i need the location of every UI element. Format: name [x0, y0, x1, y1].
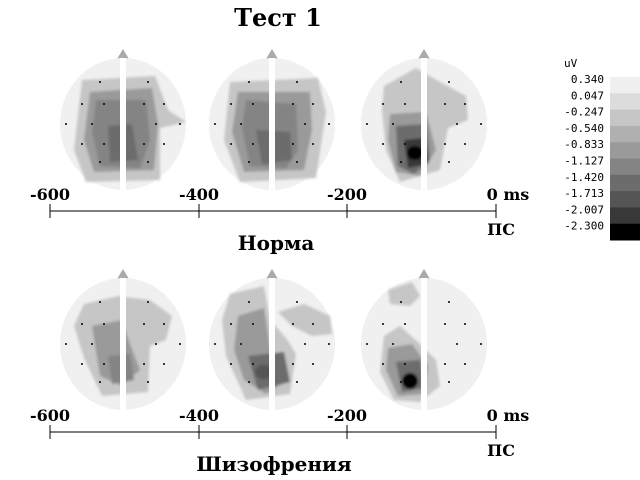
- colorbar-swatch: [610, 158, 640, 176]
- nose-marker-icon: [117, 269, 129, 279]
- panel-label-schizophrenia: Шизофрения: [196, 452, 352, 476]
- colorbar-level-label: -1.420: [564, 171, 604, 184]
- tick-label: -200: [327, 406, 367, 425]
- figure-title: Тест 1: [234, 3, 322, 32]
- colorbar-level-label: 0.340: [571, 73, 604, 86]
- panel-norm: -600 -400 -200 0 ms ПС Норма: [30, 49, 529, 255]
- head-map-schizo-2: [209, 269, 335, 413]
- tick-label: 0 ms: [487, 185, 530, 204]
- tick-label: -600: [30, 406, 70, 425]
- colorbar-swatch: [610, 93, 640, 111]
- nose-marker-icon: [117, 49, 129, 59]
- stimulus-marker-label: ПС: [487, 441, 515, 460]
- nose-marker-icon: [266, 49, 278, 59]
- head-map-schizo-3: [361, 269, 487, 413]
- colorbar-labels: 0.340 0.047 -0.247 -0.540 -0.833 -1.127 -1.420…: [564, 73, 604, 233]
- head-map-norm-2: [209, 49, 335, 193]
- colorbar: uV 0.340 0.047 -0.247 -0.540 -0.833 -1.127 -1.…: [564, 57, 640, 241]
- colorbar-level-label: -1.713: [564, 187, 604, 200]
- time-axis-schizophrenia: -600 -400 -200 0 ms ПС: [30, 406, 529, 460]
- tick-label: -400: [179, 406, 219, 425]
- colorbar-swatch: [610, 223, 640, 241]
- stimulus-marker-label: ПС: [487, 220, 515, 239]
- nose-marker-icon: [418, 269, 430, 279]
- tick-label: -400: [179, 185, 219, 204]
- time-axis-norm: -600 -400 -200 0 ms ПС: [30, 185, 529, 239]
- colorbar-swatch: [610, 191, 640, 208]
- tick-label: -200: [327, 185, 367, 204]
- colorbar-level-label: -0.833: [564, 138, 604, 151]
- electrode-dots: [65, 81, 482, 163]
- panel-label-norm: Норма: [238, 231, 315, 255]
- colorbar-level-label: -2.007: [564, 203, 604, 216]
- colorbar-level-label: -0.540: [564, 122, 604, 135]
- colorbar-unit: uV: [564, 57, 578, 70]
- colorbar-swatch: [610, 109, 640, 127]
- panel-schizophrenia: -600 -400 -200 0 ms ПС Шизофрения: [30, 269, 529, 476]
- colorbar-level-label: 0.047: [571, 89, 604, 102]
- nose-marker-icon: [266, 269, 278, 279]
- tick-label: 0 ms: [487, 406, 530, 425]
- head-map-schizo-1: [60, 269, 186, 413]
- electrode-dots: [65, 301, 482, 383]
- colorbar-swatch: [610, 174, 640, 192]
- colorbar-level-label: -1.127: [564, 155, 604, 168]
- colorbar-level-label: -2.300: [564, 220, 604, 233]
- colorbar-swatches: [610, 77, 640, 241]
- colorbar-swatch: [610, 125, 640, 143]
- tick-label: -600: [30, 185, 70, 204]
- head-map-norm-1: [60, 49, 186, 193]
- nose-marker-icon: [418, 49, 430, 59]
- colorbar-swatch: [610, 142, 640, 159]
- colorbar-level-label: -0.247: [564, 106, 604, 119]
- head-map-norm-3: [361, 49, 487, 193]
- colorbar-swatch: [610, 77, 640, 94]
- colorbar-swatch: [610, 207, 640, 225]
